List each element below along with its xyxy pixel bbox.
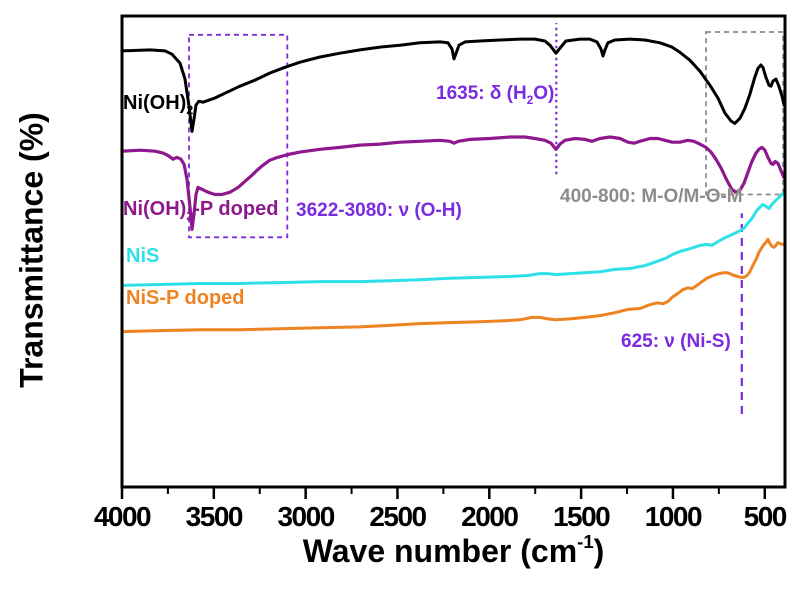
spectrum-curve-ni-oh-2-p-doped [120,135,786,231]
x-tick-label: 500 [744,501,787,532]
x-tick-label: 3000 [277,501,334,532]
x-tick-label: 4000 [94,501,151,532]
x-tick-label: 1000 [645,501,702,532]
curve-label-ni-oh2-p-doped: Ni(OH)2-P doped [123,198,279,223]
curve-label-ni-oh2: Ni(OH)2 [123,92,194,117]
plot-border [120,14,787,489]
x-tick-label: 2000 [461,501,518,532]
x-axis-exponent: -1 [577,531,594,553]
x-axis-title: Wave number (cm-1) [302,531,605,569]
x-tick-label: 1500 [553,501,610,532]
annotation-h2o-bend: 1635: δ (H2O) [436,83,555,107]
annotation-nis-stretch: 625: ν (Ni-S) [621,331,731,352]
spectrum-curve-nis-p-doped [120,237,786,334]
spectra-curves [120,37,786,334]
x-tick-label: 3500 [186,501,243,532]
annotation-oh-stretch: 3622-3080: ν (O-H) [296,200,462,221]
curve-label-nis: NiS [126,245,160,267]
curve-label-nis-p-doped: NiS-P doped [126,287,245,309]
region-box [188,33,289,239]
annotation-mo-band: 400-800: M-O/M-O-M [560,186,743,207]
y-axis-title: Transmittance (%) [13,112,50,388]
spectrum-curve-nis [120,192,785,287]
x-axis-ticks: 4000 3500 3000 2500 2000 1500 1000 500 [94,487,788,532]
x-tick-label: 2500 [369,501,426,532]
region-box [705,31,784,196]
spectrum-curve-ni-oh-2 [120,37,786,133]
